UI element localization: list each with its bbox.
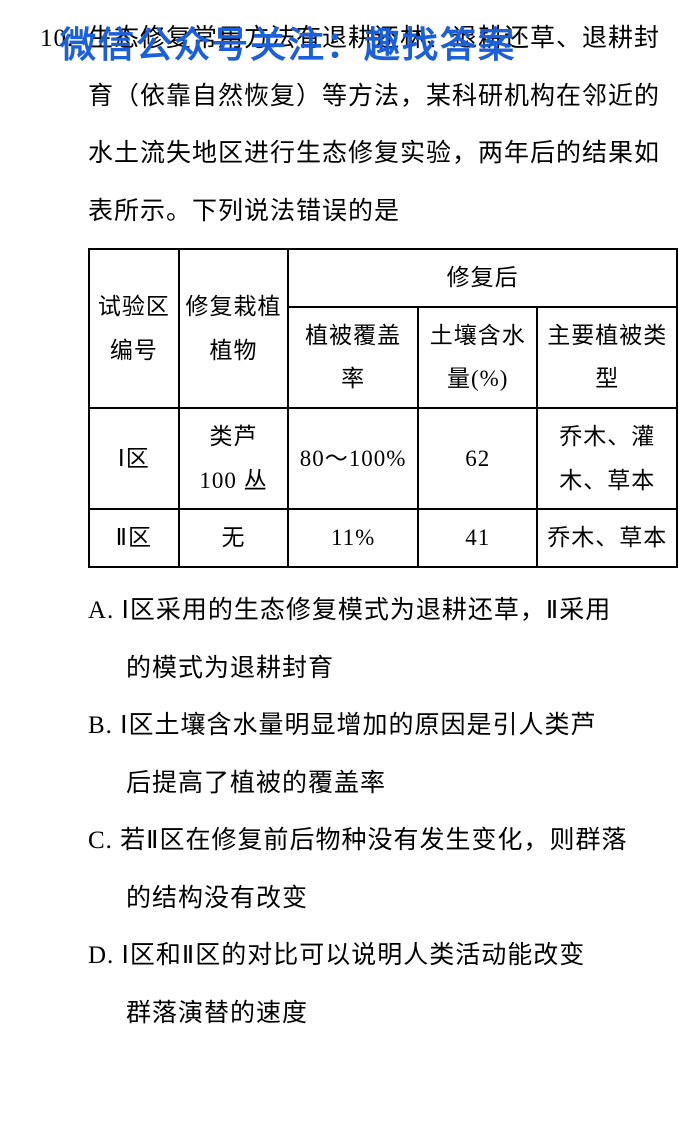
table-row: Ⅱ区 无 11% 41 乔木、草本 (89, 509, 677, 567)
question-stem-block: 10.生态修复常用方法有退耕还林、退耕还草、退耕封育（依靠自然恢复）等方法，某科… (40, 10, 660, 240)
cell-coverage-1: 80～100% (288, 408, 418, 509)
question-block: 10.生态修复常用方法有退耕还林、退耕还草、退耕封育（依靠自然恢复）等方法，某科… (40, 10, 660, 1042)
data-table: 试验区编号 修复栽植植物 修复后 植被覆盖率 土壤含水量(%) 主要植被类型 Ⅰ… (88, 248, 678, 568)
cell-plant-2: 无 (179, 509, 289, 567)
option-b-line2: 后提高了植被的覆盖率 (88, 755, 660, 813)
cell-area-2: Ⅱ区 (89, 509, 179, 567)
cell-vegtype-2: 乔木、草本 (537, 509, 677, 567)
options-block: A. Ⅰ区采用的生态修复模式为退耕还草，Ⅱ采用 的模式为退耕封育 B. Ⅰ区土壤… (40, 582, 660, 1042)
question-stem: 生态修复常用方法有退耕还林、退耕还草、退耕封育（依靠自然恢复）等方法，某科研机构… (88, 25, 660, 225)
option-d: D. Ⅰ区和Ⅱ区的对比可以说明人类活动能改变 群落演替的速度 (88, 927, 660, 1042)
question-number: 10. (40, 10, 88, 68)
table-row: Ⅰ区 类芦 100 丛 80～100% 62 乔木、灌木、草本 (89, 408, 677, 509)
option-c: C. 若Ⅱ区在修复前后物种没有发生变化，则群落 的结构没有改变 (88, 812, 660, 927)
cell-plant-1: 类芦 100 丛 (179, 408, 289, 509)
header-area-id: 试验区编号 (89, 249, 179, 408)
cell-coverage-2: 11% (288, 509, 418, 567)
header-after-group: 修复后 (288, 249, 677, 307)
cell-water-1: 62 (418, 408, 538, 509)
option-a-line2: 的模式为退耕封育 (88, 640, 660, 698)
option-b: B. Ⅰ区土壤含水量明显增加的原因是引人类芦 后提高了植被的覆盖率 (88, 697, 660, 812)
option-a: A. Ⅰ区采用的生态修复模式为退耕还草，Ⅱ采用 的模式为退耕封育 (88, 582, 660, 697)
table-header-row-1: 试验区编号 修复栽植植物 修复后 (89, 249, 677, 307)
option-b-line1: B. Ⅰ区土壤含水量明显增加的原因是引人类芦 (88, 712, 597, 739)
option-c-line2: 的结构没有改变 (88, 870, 660, 928)
header-coverage: 植被覆盖率 (288, 307, 418, 408)
header-vegtype: 主要植被类型 (537, 307, 677, 408)
exam-question-page: 微信公众号关注：趣找答案 10.生态修复常用方法有退耕还林、退耕还草、退耕封育（… (0, 0, 700, 1133)
option-d-line1: D. Ⅰ区和Ⅱ区的对比可以说明人类活动能改变 (88, 942, 585, 969)
cell-water-2: 41 (418, 509, 538, 567)
cell-vegtype-1: 乔木、灌木、草本 (537, 408, 677, 509)
option-d-line2: 群落演替的速度 (88, 985, 660, 1043)
option-c-line1: C. 若Ⅱ区在修复前后物种没有发生变化，则群落 (88, 827, 627, 854)
header-plant: 修复栽植植物 (179, 249, 289, 408)
cell-area-1: Ⅰ区 (89, 408, 179, 509)
option-a-line1: A. Ⅰ区采用的生态修复模式为退耕还草，Ⅱ采用 (88, 597, 611, 624)
header-water: 土壤含水量(%) (418, 307, 538, 408)
